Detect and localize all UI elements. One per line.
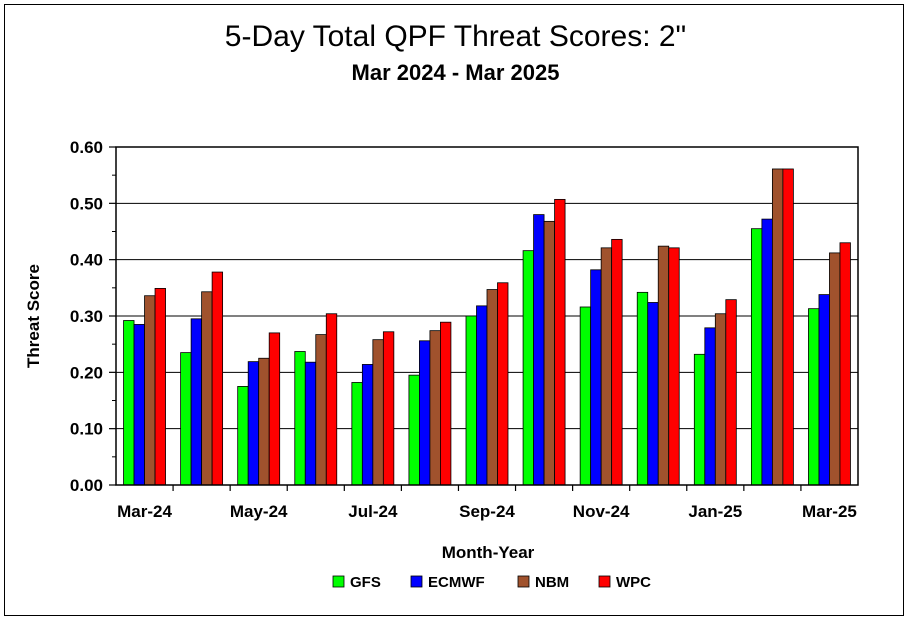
bars-group — [123, 168, 851, 486]
bar-wpc-nov-24 — [611, 238, 623, 486]
bar-nbm-jun-24 — [315, 334, 327, 486]
bar-wpc-aug-24 — [440, 321, 452, 486]
bar-wpc-dec-24 — [668, 247, 680, 486]
bar-nbm-feb-25 — [771, 168, 784, 486]
bar-wpc-mar-25 — [839, 242, 851, 486]
bar-ecmwf-feb-25 — [761, 218, 773, 486]
chart-subtitle: Mar 2024 - Mar 2025 — [351, 60, 560, 85]
bar-gfs-jan-25 — [693, 353, 706, 486]
bar-ecmwf-mar-24 — [133, 324, 145, 486]
bar-wpc-mar-24 — [154, 287, 166, 486]
bar-gfs-sep-24 — [465, 315, 477, 486]
bar-nbm-sep-24 — [486, 289, 498, 486]
bar-ecmwf-jun-24 — [304, 361, 317, 486]
y-tick-label: 0.50 — [70, 194, 103, 213]
bar-wpc-jul-24 — [382, 331, 395, 486]
x-tick-label: Jul-24 — [348, 502, 398, 521]
bar-gfs-apr-24 — [180, 352, 192, 486]
x-tick-label: Mar-25 — [802, 502, 857, 521]
bar-nbm-mar-25 — [829, 252, 841, 486]
bar-gfs-mar-25 — [808, 308, 820, 486]
bar-gfs-oct-24 — [522, 250, 534, 486]
y-tick-label: 0.60 — [70, 138, 103, 157]
bar-wpc-jun-24 — [325, 313, 338, 486]
x-axis-label: Month-Year — [442, 543, 535, 562]
bar-nbm-dec-24 — [657, 245, 670, 486]
y-tick-label: 0.20 — [70, 363, 103, 382]
x-tick-label: Nov-24 — [573, 502, 630, 521]
legend-swatch-ecmwf — [410, 575, 423, 588]
bar-wpc-sep-24 — [497, 282, 509, 486]
chart-title: 5-Day Total QPF Threat Scores: 2" — [224, 20, 687, 53]
x-tick-label: Mar-24 — [117, 502, 172, 521]
bar-ecmwf-jul-24 — [361, 364, 374, 486]
bar-gfs-nov-24 — [579, 306, 592, 486]
bar-gfs-jun-24 — [294, 351, 306, 486]
bar-gfs-feb-25 — [750, 228, 763, 486]
bar-gfs-jul-24 — [351, 382, 363, 486]
legend-label-wpc: WPC — [616, 574, 651, 591]
y-tick-label: 0.10 — [70, 420, 103, 439]
bar-wpc-feb-25 — [782, 168, 794, 486]
bar-ecmwf-nov-24 — [590, 269, 602, 486]
bar-gfs-dec-24 — [636, 291, 649, 486]
y-tick-label: 0.30 — [70, 307, 103, 326]
legend-label-gfs: GFS — [350, 574, 381, 591]
bar-wpc-oct-24 — [554, 198, 566, 486]
bar-ecmwf-jan-25 — [704, 327, 716, 486]
x-tick-label: Jan-25 — [688, 502, 742, 521]
bar-nbm-jul-24 — [372, 339, 384, 486]
x-tick-label: May-24 — [230, 502, 288, 521]
bar-wpc-jan-25 — [725, 299, 737, 486]
bar-wpc-apr-24 — [211, 271, 224, 486]
bar-ecmwf-sep-24 — [476, 305, 488, 486]
legend-swatch-wpc — [598, 575, 611, 588]
bar-nbm-may-24 — [258, 357, 270, 486]
bar-gfs-mar-24 — [123, 320, 135, 486]
bar-gfs-aug-24 — [408, 374, 420, 486]
bar-nbm-oct-24 — [543, 220, 555, 486]
bar-wpc-may-24 — [268, 332, 281, 486]
y-tick-label: 0.40 — [70, 251, 103, 270]
bar-nbm-mar-24 — [144, 295, 156, 486]
legend: GFS ECMWF NBM WPC — [332, 574, 651, 591]
bar-nbm-aug-24 — [429, 330, 441, 486]
bar-ecmwf-oct-24 — [533, 214, 545, 486]
x-tick-label: Sep-24 — [459, 502, 515, 521]
bar-ecmwf-mar-25 — [818, 294, 830, 486]
y-axis: 0.00 0.10 0.20 0.30 0.40 0.50 0.60 — [70, 138, 116, 495]
x-axis: Mar-24 May-24 Jul-24 Sep-24 Nov-24 Jan-25 Mar-… — [117, 485, 857, 521]
bar-ecmwf-dec-24 — [647, 302, 659, 486]
legend-swatch-gfs — [332, 575, 345, 588]
legend-swatch-nbm — [517, 575, 530, 588]
bar-gfs-may-24 — [237, 386, 249, 486]
legend-label-ecmwf: ECMWF — [428, 574, 485, 591]
y-tick-label: 0.00 — [70, 476, 103, 495]
bar-nbm-nov-24 — [600, 247, 613, 486]
bar-ecmwf-may-24 — [247, 361, 260, 486]
legend-label-nbm: NBM — [535, 574, 569, 591]
bar-nbm-apr-24 — [201, 291, 213, 486]
bar-ecmwf-apr-24 — [190, 318, 203, 486]
y-axis-label: Threat Score — [24, 264, 43, 368]
bar-ecmwf-aug-24 — [419, 340, 431, 486]
bar-nbm-jan-25 — [714, 313, 727, 486]
